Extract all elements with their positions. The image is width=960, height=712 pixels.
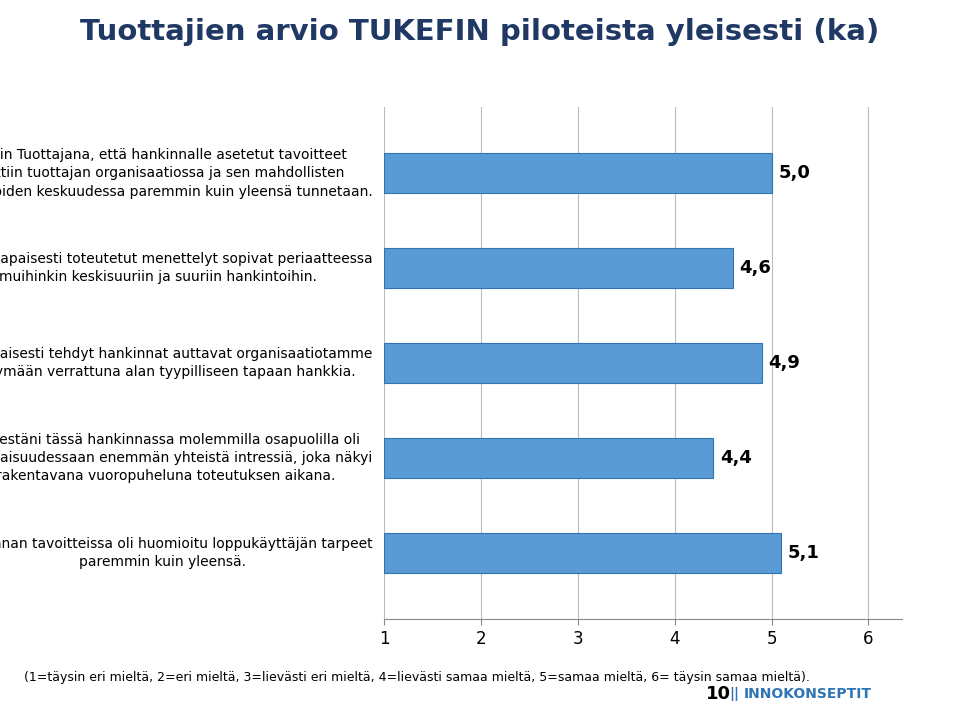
Text: 4,9: 4,9 xyxy=(769,354,801,372)
Text: ||: || xyxy=(730,687,739,701)
Text: Hankinnan tavoitteissa oli huomioitu loppukäyttäjän tarpeet
paremmin kuin yleens: Hankinnan tavoitteissa oli huomioitu lop… xyxy=(0,537,372,569)
Bar xyxy=(384,343,762,383)
Text: Tämän tapaisesti toteutetut menettelyt sopivat periaatteessa
muihinkin keskisuur: Tämän tapaisesti toteutetut menettelyt s… xyxy=(0,252,372,284)
Text: 5,1: 5,1 xyxy=(788,544,820,562)
Bar xyxy=(384,533,781,573)
Text: 5,0: 5,0 xyxy=(779,164,810,182)
Bar xyxy=(384,438,713,478)
Text: Arvioisin Tuottajana, että hankinnalle asetetut tavoitteet
tunnettiin tuottajan : Arvioisin Tuottajana, että hankinnalle a… xyxy=(0,148,372,199)
Bar xyxy=(384,248,732,288)
Text: (1=täysin eri mieltä, 2=eri mieltä, 3=lievästi eri mieltä, 4=lievästi samaa miel: (1=täysin eri mieltä, 2=eri mieltä, 3=li… xyxy=(24,671,810,684)
Text: 4,6: 4,6 xyxy=(739,259,772,277)
Text: Mielestäni tässä hankinnassa molemmilla osapuolilla oli
kokonaisuudessaan enemmä: Mielestäni tässä hankinnassa molemmilla … xyxy=(0,433,372,483)
Text: Tämän tapaisesti tehdyt hankinnat auttavat organisaatiotamme
menestymään verratt: Tämän tapaisesti tehdyt hankinnat auttav… xyxy=(0,347,372,379)
Text: 10: 10 xyxy=(706,685,731,703)
Text: INNOKONSEPTIT: INNOKONSEPTIT xyxy=(744,687,872,701)
Text: 4,4: 4,4 xyxy=(720,449,752,467)
Text: Tuottajien arvio TUKEFIN piloteista yleisesti (ka): Tuottajien arvio TUKEFIN piloteista ylei… xyxy=(81,18,879,46)
Bar xyxy=(384,153,772,193)
